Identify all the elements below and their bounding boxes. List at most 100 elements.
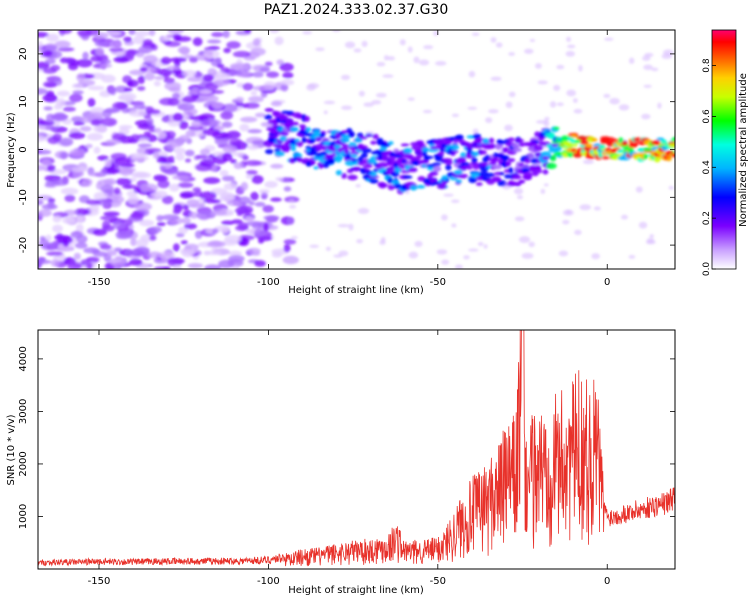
ridge-blob [618,137,624,143]
spectrogram-blob [226,41,241,49]
spectrogram-blob [71,83,84,89]
spectrogram-blob [643,64,653,71]
spectrogram-blob [128,30,136,36]
spectrogram-blob [159,165,166,171]
spectrogram-blob [436,249,448,255]
spectrogram-blob [181,249,194,258]
spectrogram-blob [202,74,215,82]
ridge-blob [298,130,309,135]
ridge-blob [457,173,469,179]
spectrogram-blob [250,47,266,56]
spectrogram-blob [172,175,190,180]
ridge-blob [341,144,350,149]
spectrogram-blob [418,59,430,66]
colorbar-tick-label: 0.2 [702,211,712,225]
spectrogram-blob [178,134,190,142]
spectrogram-blob [235,96,244,103]
spectrogram-blob [516,195,524,200]
spectrogram-blob [164,169,179,175]
spectrogram-blob [450,199,460,204]
spectrogram-blob [243,102,260,109]
ridge-blob [599,144,606,150]
spectrogram-blob [103,211,120,217]
spectrogram-blob [93,191,108,201]
spectrogram-blob [165,34,173,39]
spectrogram-blob [148,30,156,37]
spectrogram-blob [142,39,153,45]
spectrogram-blob [110,40,122,50]
spectrogram-blob [254,228,266,237]
spectrogram-blob [123,167,136,173]
spectrogram-blob [508,91,516,98]
ridge-blob [515,138,525,143]
ridge-blob [433,165,442,172]
spectrogram-blob [191,120,203,128]
ridge-blob [398,164,407,170]
spectrogram-blob [251,140,266,145]
colorbar-tick-label: 0.0 [702,262,712,277]
spectrogram-blob [220,191,235,201]
ridge-blob [497,139,506,145]
spectrogram-blob [199,148,211,156]
spectrogram-blob [41,50,53,57]
spectrogram-blob [221,227,229,234]
spectrogram-blob [463,255,470,260]
spectrogram-blob [187,262,203,269]
ridge-blob [540,151,551,158]
ridge-blob [455,134,464,141]
spectrogram-blob [371,100,382,105]
spectrogram-blob [64,194,76,203]
ridge-blob [584,143,594,148]
ridge-blob [642,153,648,160]
spectrogram-blob [60,187,79,195]
figure-title: PAZ1.2024.333.02.37.G30 [264,2,449,18]
ridge-blob [512,147,522,152]
spectrogram-blob [115,230,134,239]
ridge-blob [348,131,355,138]
spectrogram-blob [434,61,447,66]
spectrogram-blob [133,186,141,194]
spectrogram-blob [177,182,194,188]
ridge-blob [340,137,350,143]
spectrogram-blob [71,116,85,123]
spectrogram-blob [121,184,137,190]
spectrogram-blob [123,36,133,43]
spectrogram-blob [203,95,219,103]
spectrogram-blob [528,241,535,248]
spectrogram-blob [284,196,300,203]
spectrogram-blob [52,179,69,186]
spectrogram-blob [375,92,387,98]
spectrogram-blob [175,153,185,161]
spectrogram-blob [38,199,44,206]
spectrogram-blob [93,146,101,154]
spectrogram-blob [108,47,124,52]
ridge-blob [343,148,350,154]
ridge-blob [518,162,525,168]
ridge-blob [315,136,322,142]
spectrogram-blob [42,93,58,103]
spectrogram-blob [46,164,56,172]
spectrogram-blob [252,85,270,91]
spectrogram-blob [131,212,143,218]
ridge-blob [411,160,420,166]
spectrogram-blob [407,97,415,101]
y-tick-label: -20 [18,237,29,253]
spectrogram-blob [467,106,478,110]
spectrogram-blob [136,146,149,155]
spectrogram-blob [52,215,62,223]
spectrogram-blob [56,90,71,97]
spectrogram-blob [75,223,84,233]
spectrogram-blob [423,45,434,50]
spectrogram-blob [112,221,127,230]
spectrogram-blob [355,184,361,188]
ridge-blob [289,126,299,132]
spectrogram-blob [163,144,173,151]
spectrogram-blob [113,187,121,195]
spectrogram-blob [65,167,72,172]
spectrogram-blob [505,101,513,109]
spectrogram-blob [315,47,325,52]
ridge-blob [542,156,549,160]
spectrogram-blob [46,33,60,42]
ridge-blob [387,177,394,184]
spectrogram-blob [250,90,258,96]
